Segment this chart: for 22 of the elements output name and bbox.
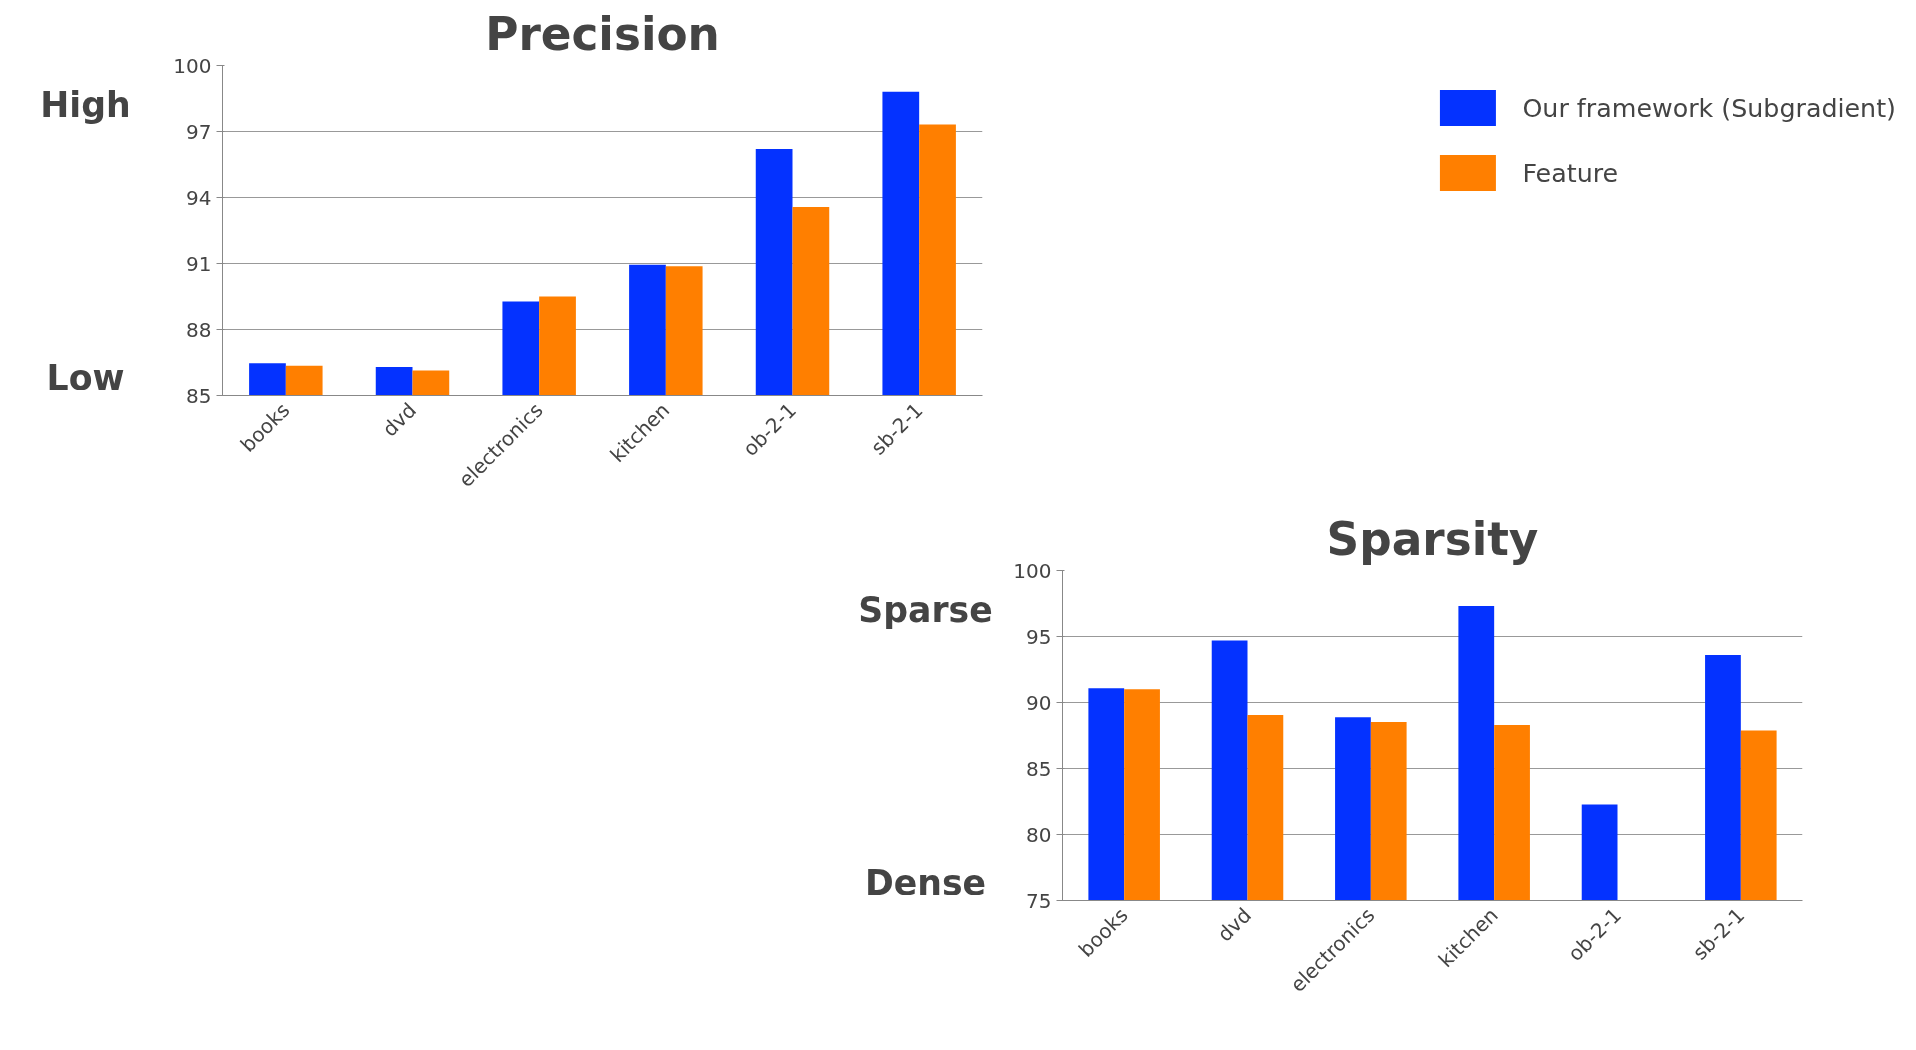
chart-title: Precision (485, 7, 720, 61)
text: Dense (864, 862, 987, 903)
x-tick-label: dvd (377, 398, 421, 442)
x-tick-label: dvd (1212, 903, 1256, 947)
chart-title: Sparsity (1326, 512, 1539, 566)
y-tick-label: 97 (186, 119, 212, 144)
text: Sparse (858, 589, 993, 630)
y-tick-label: 80 (1026, 822, 1052, 847)
y-tick-label: 85 (186, 383, 212, 408)
y-tick-label: 91 (186, 251, 212, 276)
legend-label: Our framework (Subgradient) (1522, 92, 1896, 123)
y-tick-label: 94 (186, 185, 212, 210)
y-tick-label: 100 (173, 53, 212, 78)
y-tick-label: 88 (186, 317, 212, 342)
y-tick-label: 95 (1026, 624, 1052, 649)
text: High (40, 84, 131, 125)
legend-label: Feature (1522, 157, 1619, 188)
y-tick-label: 85 (1026, 756, 1052, 781)
text: Low (46, 357, 125, 398)
y-tick-label: 90 (1026, 690, 1052, 715)
y-tick-label: 100 (1013, 558, 1052, 583)
y-tick-label: 75 (1026, 888, 1052, 913)
